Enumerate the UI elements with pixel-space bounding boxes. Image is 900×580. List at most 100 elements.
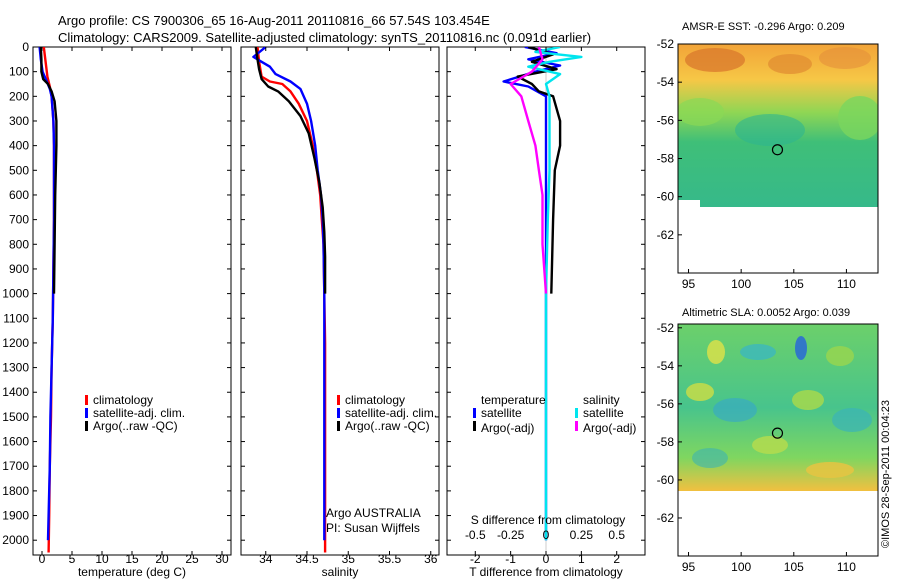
x2-tick-label: -0.25 xyxy=(497,528,525,542)
legend-label-t-argo: Argo(-adj) xyxy=(481,421,534,435)
legend-swatch-s-argo xyxy=(575,421,578,431)
salinity-plot-frame xyxy=(240,46,440,556)
salinity-x-label: salinity xyxy=(322,565,359,579)
sla-high-patch xyxy=(752,436,788,454)
legend-swatch-argo xyxy=(337,421,340,431)
sla-high-patch xyxy=(826,346,854,366)
sla-high-patch xyxy=(686,383,714,401)
legend-swatch-satellite xyxy=(85,408,88,418)
x-tick-label: 25 xyxy=(185,552,199,566)
salinity-profile-lines xyxy=(252,47,327,553)
map-x-tick-label: 105 xyxy=(784,560,804,574)
map-y-tick-label: -52 xyxy=(657,321,675,335)
x-tick-label: 35.5 xyxy=(378,552,402,566)
sst-cool-patch xyxy=(838,96,878,140)
float-institution-label: Argo AUSTRALIA xyxy=(326,506,421,520)
map-y-tick-label: -60 xyxy=(657,473,675,487)
sst-cool-patch xyxy=(678,98,724,126)
series-difference-argo-adj- xyxy=(516,47,562,294)
argo-float-position-marker xyxy=(771,427,784,439)
pi-name-label: PI: Susan Wijffels xyxy=(326,521,420,535)
x-tick-label: 20 xyxy=(155,552,169,566)
x-tick-label: -2 xyxy=(470,552,481,566)
legend-label-climatology: climatology xyxy=(345,393,405,407)
sla-map-frame xyxy=(677,323,879,557)
x-tick-label: 1 xyxy=(578,552,585,566)
x-tick-label: 0 xyxy=(543,552,550,566)
x2-tick-label: 0 xyxy=(543,528,550,542)
temperature-plot-frame xyxy=(32,46,232,556)
x-tick-label: 34 xyxy=(259,552,273,566)
map-x-tick-label: 95 xyxy=(682,277,696,291)
y-tick-label: 1600 xyxy=(2,435,29,449)
map-y-tick-label: -56 xyxy=(657,397,675,411)
y-tick-label: 500 xyxy=(9,163,29,177)
title-line-1: Argo profile: CS 7900306_65 16-Aug-2011 … xyxy=(58,13,490,28)
y-tick-label: 400 xyxy=(9,139,29,153)
x-tick-label: 36 xyxy=(424,552,438,566)
y-tick-label: 2000 xyxy=(2,533,29,547)
sst-warm-patch xyxy=(819,47,871,69)
series-salinity-climatology xyxy=(256,47,327,553)
y-tick-label: 1500 xyxy=(2,410,29,424)
y-tick-label: 1200 xyxy=(2,336,29,350)
legend-label-satellite: satellite-adj. clim. xyxy=(93,406,185,420)
x-tick-label: 15 xyxy=(125,552,139,566)
series-difference-satellite xyxy=(527,47,583,541)
t-difference-x-label: T difference from climatology xyxy=(469,565,623,579)
legend-label-s-satellite: satellite xyxy=(583,406,624,420)
map-y-tick-label: -58 xyxy=(657,435,675,449)
x-tick-label: -1 xyxy=(505,552,516,566)
legend-swatch-climatology xyxy=(85,395,88,405)
x-tick-label: 5 xyxy=(69,552,76,566)
temperature-legend: climatology satellite-adj. clim. Argo(..… xyxy=(85,393,185,433)
y-tick-label: 1900 xyxy=(2,509,29,523)
map-x-tick-label: 100 xyxy=(731,277,751,291)
map-y-tick-label: -62 xyxy=(657,511,675,525)
y-tick-label: 600 xyxy=(9,188,29,202)
legend-label-s-argo: Argo(-adj) xyxy=(583,421,636,435)
sla-low-patch xyxy=(713,398,757,422)
series-difference-argo-adj- xyxy=(509,47,548,294)
y-tick-label: 1300 xyxy=(2,361,29,375)
sst-missing-data xyxy=(678,200,700,207)
title-line-2: Climatology: CARS2009. Satellite-adjuste… xyxy=(58,30,591,45)
copyright-stamp: ©IMOS 28-Sep-2011 00:04:23 xyxy=(880,400,892,548)
difference-legend: temperature salinity satellite Argo(-adj… xyxy=(473,393,636,435)
sst-map-title: AMSR-E SST: -0.296 Argo: 0.209 xyxy=(682,21,845,33)
sla-low-patch xyxy=(832,408,872,432)
sla-map-title: Altimetric SLA: 0.0052 Argo: 0.039 xyxy=(682,307,850,319)
x-tick-label: 2 xyxy=(613,552,620,566)
difference-profile-lines xyxy=(502,47,583,555)
y-tick-label: 0 xyxy=(22,40,29,54)
legend-swatch-t-satellite xyxy=(473,408,476,418)
x2-tick-label: 0.5 xyxy=(608,528,625,542)
map-y-tick-label: -60 xyxy=(657,190,675,204)
map-x-tick-label: 105 xyxy=(784,277,804,291)
legend-swatch-satellite xyxy=(337,408,340,418)
map-y-tick-label: -52 xyxy=(657,37,675,51)
sla-field xyxy=(678,324,878,491)
map-y-tick-label: -54 xyxy=(657,359,675,373)
sst-cold-patch xyxy=(735,114,805,146)
series-salinity-satellite-adj-clim- xyxy=(252,47,326,541)
sla-high-patch xyxy=(792,390,824,410)
x-tick-label: 10 xyxy=(95,552,109,566)
y-tick-label: 1400 xyxy=(2,385,29,399)
map-y-tick-label: -54 xyxy=(657,75,675,89)
legend-swatch-argo xyxy=(85,421,88,431)
sla-high-patch xyxy=(806,462,854,478)
y-tick-label: 200 xyxy=(9,89,29,103)
s-difference-x-label: S difference from climatology xyxy=(471,513,626,527)
y-tick-label: 800 xyxy=(9,237,29,251)
temperature-profile-lines xyxy=(38,47,58,553)
x2-tick-label: 0.25 xyxy=(570,528,594,542)
y-tick-label: 700 xyxy=(9,213,29,227)
sla-low-patch xyxy=(795,336,807,360)
series-temperature-argo-raw-qc- xyxy=(39,47,58,294)
sst-map-axes: 95 100 105 110 -52 -54 -56 -58 -60 -62 xyxy=(657,37,857,291)
legend-swatch-s-satellite xyxy=(575,408,578,418)
legend-label-satellite: satellite-adj. clim. xyxy=(345,406,437,420)
legend-label-argo: Argo(..raw -QC) xyxy=(345,419,430,433)
